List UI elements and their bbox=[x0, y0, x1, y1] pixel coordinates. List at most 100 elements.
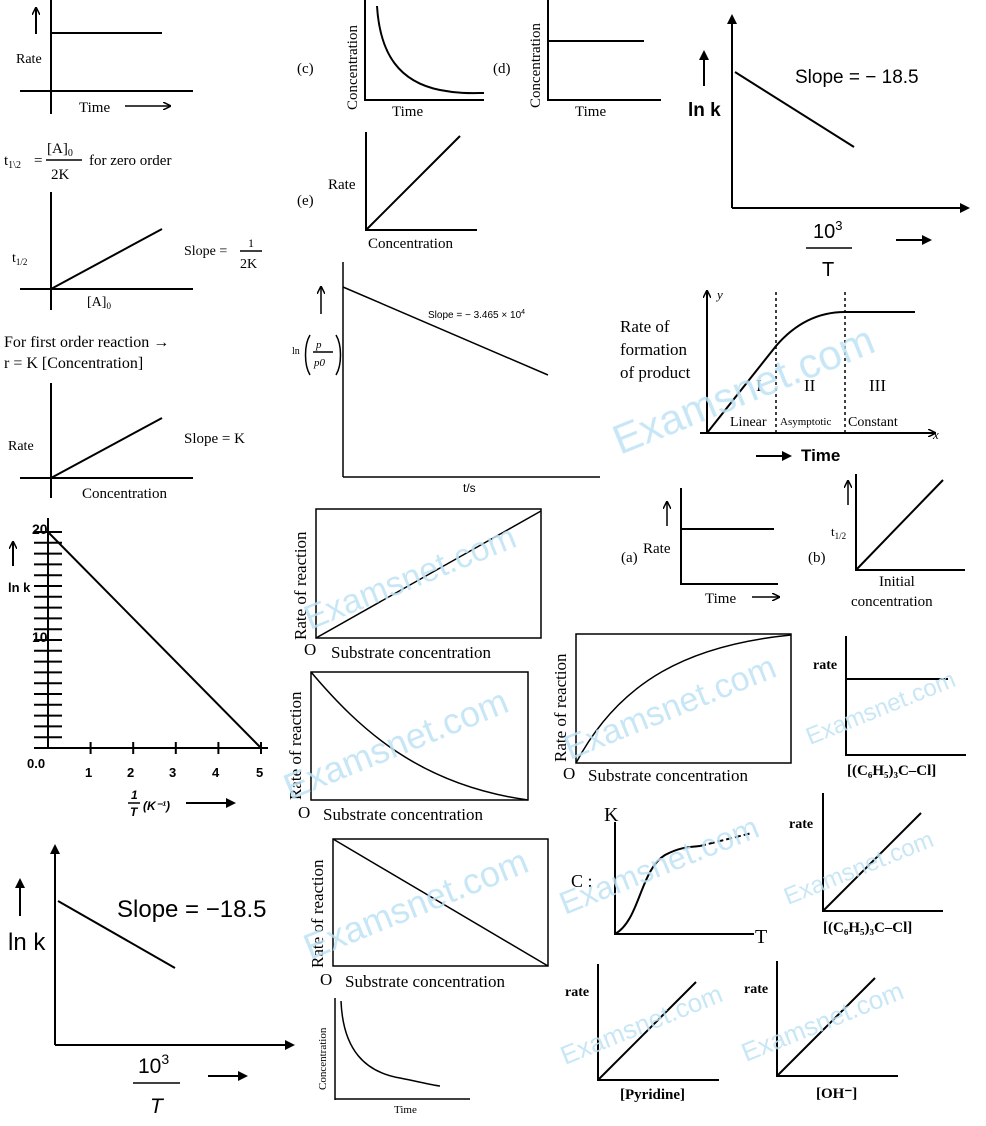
slope-label: Slope = K bbox=[184, 431, 245, 447]
chart-lnk-vs-inverse-t: 20 10 0.0 1 2 3 4 5 ln k 1 T (K⁻¹) bbox=[8, 518, 268, 819]
panel-arrhenius-bottom: ln k Slope = −18.5 103 T bbox=[8, 844, 295, 1118]
x-label: Time bbox=[392, 104, 423, 120]
product-curve bbox=[706, 311, 915, 434]
chart-frame bbox=[575, 633, 792, 764]
x-label: Substrate concentration bbox=[588, 766, 749, 785]
x-label-2: concentration bbox=[851, 594, 933, 610]
origin-label: O bbox=[298, 803, 310, 822]
x-label-den: T bbox=[130, 805, 139, 819]
slope-den: 2K bbox=[240, 257, 257, 272]
svg-text:103: 103 bbox=[813, 218, 842, 243]
x-tick-label-5: 5 bbox=[256, 765, 263, 780]
watermark-4: Examsnet.com bbox=[559, 648, 782, 767]
y-axis-name: y bbox=[715, 287, 723, 302]
y-label-sub: 1/2 bbox=[16, 257, 28, 267]
watermark-7: Examsnet.com bbox=[554, 809, 764, 922]
y-label: rate bbox=[813, 658, 837, 673]
panel-c-concentration-decay: (c) Concentration Time bbox=[297, 0, 485, 120]
region-2-num: II bbox=[804, 376, 816, 395]
panel-tag: (d) bbox=[493, 61, 511, 77]
x-label-num: 1 bbox=[131, 788, 138, 802]
rate-curve bbox=[575, 634, 792, 764]
numerator: [A] bbox=[47, 141, 68, 157]
y-tick-label-20: 20 bbox=[32, 521, 48, 537]
ln-p-line bbox=[342, 286, 549, 376]
t-subscript: 1\2 bbox=[8, 160, 21, 171]
equals-sign: = bbox=[34, 153, 42, 169]
y-label-p0: p0 bbox=[313, 357, 326, 369]
y-label: Rate bbox=[328, 177, 356, 193]
region-1-num: I bbox=[756, 376, 762, 395]
left-paren bbox=[304, 334, 311, 376]
slope-label: Slope = − 18.5 bbox=[795, 67, 919, 88]
half-life-formula: t1\2 = [A]0 2K for zero order bbox=[4, 141, 171, 183]
y-label: Concentration bbox=[317, 1027, 329, 1090]
panel-tag: (b) bbox=[808, 550, 826, 566]
x-num: 10 bbox=[813, 221, 835, 243]
slope-num: 1 bbox=[248, 236, 254, 250]
half-life-line bbox=[50, 228, 163, 290]
x-label: Time bbox=[575, 104, 606, 120]
arrhenius-line bbox=[734, 71, 855, 148]
x-num-sup: 3 bbox=[161, 1051, 169, 1067]
x-axis-name: x bbox=[932, 427, 939, 442]
y-label: K bbox=[604, 804, 619, 826]
region-2-name: Asymptotic bbox=[780, 416, 831, 428]
panel-rate-time-zero-order: Rate Time bbox=[16, 0, 193, 116]
rate-line bbox=[597, 981, 697, 1081]
origin-label: O bbox=[304, 640, 316, 659]
half-life-line bbox=[855, 479, 944, 571]
substrate-chart-saturating-curve: Rate of reaction O Substrate concentrati… bbox=[551, 633, 792, 785]
y-label: Rate of reaction bbox=[291, 531, 310, 640]
panel-rate-vs-concentration-first-order: Rate Concentration Slope = K bbox=[8, 383, 245, 502]
x-label: Time bbox=[705, 591, 736, 607]
lnk-data-line bbox=[47, 531, 262, 749]
panel-tag: (c) bbox=[297, 61, 314, 77]
rate-line bbox=[365, 135, 461, 231]
x-label: Substrate concentration bbox=[331, 643, 492, 662]
chart-frame bbox=[332, 838, 549, 967]
x-tick-label-4: 4 bbox=[212, 765, 220, 780]
rate-line bbox=[50, 417, 163, 479]
trityl-rate-constant-chart: rate [(C₆H₅)₃C–Cl] bbox=[813, 636, 966, 779]
svg-text:t1/2: t1/2 bbox=[12, 251, 27, 267]
x-label: [OH⁻] bbox=[816, 1086, 857, 1102]
y-label-ln: ln bbox=[292, 346, 300, 357]
svg-text:t1\2: t1\2 bbox=[4, 153, 21, 171]
decay-curve bbox=[376, 5, 485, 95]
k-curve-solid bbox=[614, 845, 701, 935]
panel-arrhenius-top: ln k Slope = − 18.5 103 T bbox=[688, 14, 970, 281]
panel-enzyme-kinetics: Rate of formation of product y x I II II… bbox=[620, 287, 939, 465]
svg-text:[A]0: [A]0 bbox=[47, 141, 73, 159]
y-label: ln k bbox=[688, 100, 721, 121]
y-title-2: formation bbox=[620, 340, 688, 359]
chart-frame bbox=[315, 508, 542, 639]
y-label: t bbox=[831, 524, 835, 539]
origin-label: O bbox=[563, 764, 575, 783]
panel-a-rate-vs-time: (a) Rate Time bbox=[621, 488, 779, 607]
x-label: Time bbox=[79, 100, 110, 116]
x-tick-label-1: 1 bbox=[85, 765, 92, 780]
svg-text:103: 103 bbox=[138, 1051, 169, 1078]
rate-curve bbox=[310, 671, 529, 801]
slope-sup: 4 bbox=[521, 309, 525, 316]
x-den: T bbox=[150, 1095, 165, 1118]
y-label-p: p bbox=[315, 339, 322, 351]
region-3-num: III bbox=[869, 376, 886, 395]
y-label: ln k bbox=[8, 580, 31, 595]
hydroxide-rate-chart: rate [OH⁻] bbox=[744, 961, 898, 1102]
slope-label: Slope = −18.5 bbox=[117, 896, 266, 923]
panel-concentration-decay-small: Concentration Time bbox=[317, 998, 470, 1116]
panel-tag: (a) bbox=[621, 550, 638, 566]
x-label: [(C₆H₅)₃C–Cl] bbox=[847, 763, 936, 779]
decay-curve bbox=[340, 1000, 441, 1087]
rate-line bbox=[776, 977, 876, 1077]
y-label: Rate of reaction bbox=[286, 691, 305, 800]
y-label: Rate of reaction bbox=[308, 859, 327, 968]
x-num: 10 bbox=[138, 1055, 161, 1078]
x-label: [Pyridine] bbox=[620, 1087, 685, 1103]
slope-label: Slope = − 3.465 × 10 bbox=[428, 310, 522, 321]
y-label: Concentration bbox=[528, 23, 544, 108]
y-label: rate bbox=[744, 982, 768, 997]
y-label: rate bbox=[789, 817, 813, 832]
